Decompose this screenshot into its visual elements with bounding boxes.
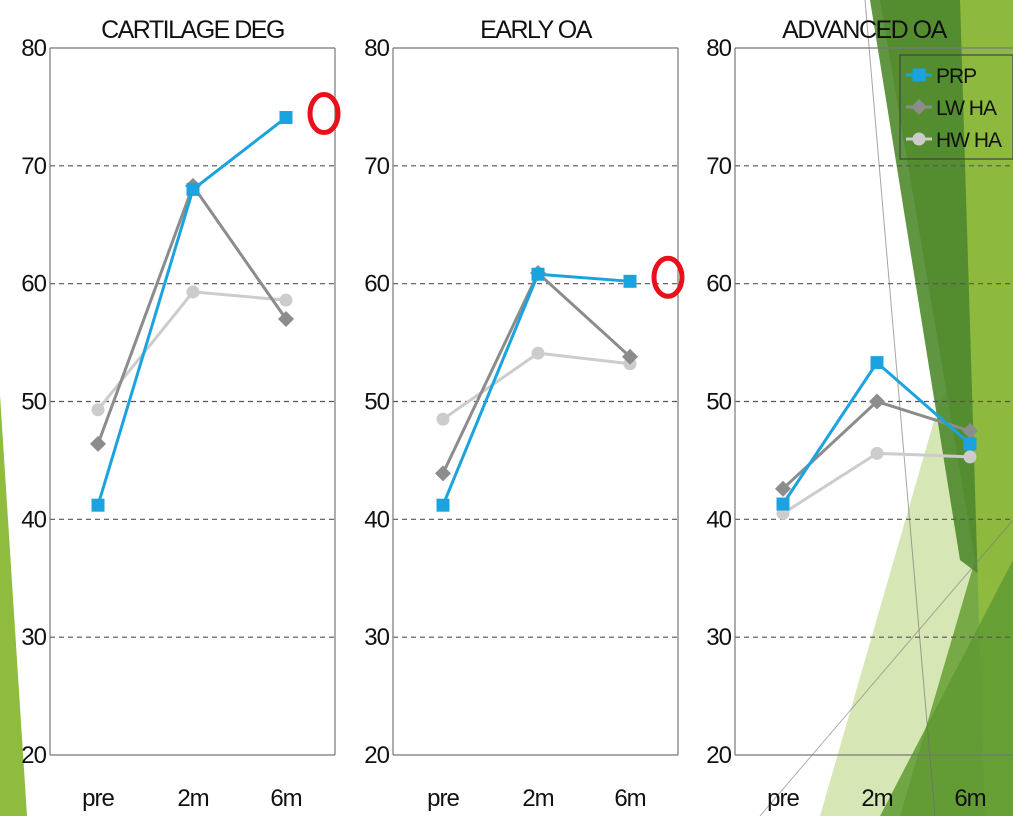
data-point: [435, 465, 451, 482]
data-point: [775, 480, 791, 497]
y-tick-label: 40: [706, 506, 731, 533]
y-tick-label: 30: [21, 624, 46, 651]
series-hw-ha: [436, 346, 637, 426]
legend-label: HW HA: [936, 129, 1002, 152]
panel-title: ADVANCED OA: [782, 16, 947, 44]
legend-marker: [911, 99, 927, 115]
highlight-circle: [651, 255, 685, 299]
data-point: [869, 393, 885, 410]
y-tick-label: 70: [706, 153, 731, 180]
y-tick-label: 40: [21, 506, 46, 533]
y-tick-label: 60: [364, 271, 389, 298]
data-point: [962, 422, 978, 439]
chart-panels: 20 30 40 50 60 70 80 pre 2m 6m CARTILAGE DEG 20 30 40…: [21, 16, 1013, 812]
series-hw-ha: [91, 285, 293, 417]
data-point: [279, 111, 293, 125]
highlight-circle: [307, 92, 341, 136]
y-tick-label: 80: [706, 35, 731, 62]
y-tick-label: 80: [364, 35, 389, 62]
legend-marker: [912, 132, 926, 146]
data-point: [776, 497, 790, 511]
panel-title: CARTILAGE DEG: [101, 16, 284, 44]
legend-entry-hw-ha: HW HA: [906, 129, 1003, 152]
y-tick-label: 50: [21, 389, 46, 416]
data-point: [531, 346, 545, 360]
data-point: [870, 446, 884, 460]
series-lw-ha: [775, 393, 978, 497]
data-point: [436, 498, 450, 512]
deco-thin-line: [759, 519, 1013, 816]
series-lw-ha: [90, 177, 294, 452]
series-hw-ha: [776, 446, 977, 520]
data-point: [531, 267, 545, 281]
legend-box: [899, 54, 1013, 160]
series-line: [441, 270, 632, 475]
data-point: [963, 437, 977, 451]
data-point: [436, 412, 450, 426]
series-line: [442, 351, 631, 421]
x-tick-label: pre: [427, 785, 459, 812]
data-point: [186, 285, 200, 299]
data-point: [279, 293, 293, 307]
x-tick-label: 6m: [614, 785, 645, 812]
series-line: [96, 182, 288, 445]
y-tick-label: 20: [21, 742, 46, 769]
x-tick-label: 2m: [861, 785, 892, 812]
y-tick-label: 70: [21, 153, 46, 180]
data-point: [963, 450, 977, 464]
data-point: [278, 311, 294, 328]
right-bottom-shape: [880, 560, 1013, 816]
series-prp: [91, 111, 293, 512]
panel-early-oa: 20 30 40 50 60 70 80 pre 2m 6m EARLY OA: [364, 16, 685, 812]
y-tick-label: 50: [706, 389, 731, 416]
data-point: [622, 348, 638, 365]
y-tick-label: 30: [364, 624, 389, 651]
x-tick-label: pre: [82, 785, 114, 812]
y-tick-label: 70: [364, 153, 389, 180]
legend-marker: [912, 68, 926, 82]
series-line: [441, 272, 631, 506]
x-tick-label: 2m: [177, 785, 208, 812]
y-tick-label: 50: [364, 389, 389, 416]
legend-entry-prp: PRP: [906, 65, 977, 88]
legend: PRP LW HA HW HA: [899, 54, 1013, 160]
x-tick-label: 2m: [522, 785, 553, 812]
series-prp: [776, 356, 977, 511]
y-tick-label: 20: [364, 742, 389, 769]
data-point: [91, 498, 105, 512]
panel-title: EARLY OA: [480, 16, 593, 44]
series-line: [96, 116, 287, 506]
legend-label: LW HA: [936, 97, 997, 120]
panel-advanced-oa: 20 30 40 50 60 70 80 pre 2m 6m ADVANCED OA: [706, 16, 1013, 812]
y-tick-label: 80: [21, 35, 46, 62]
y-tick-label: 20: [706, 742, 731, 769]
x-tick-label: 6m: [954, 785, 985, 812]
series-prp: [436, 267, 637, 512]
y-tick-label: 40: [364, 506, 389, 533]
x-tick-label: 6m: [270, 785, 301, 812]
data-point: [91, 403, 105, 417]
x-tick-label: pre: [767, 785, 799, 812]
data-point: [90, 435, 106, 452]
panel-cartilage-deg: 20 30 40 50 60 70 80 pre 2m 6m CARTILAGE DEG: [21, 16, 341, 812]
legend-label: PRP: [936, 65, 976, 88]
data-point: [870, 356, 884, 370]
series-line: [96, 290, 287, 411]
legend-entry-lw-ha: LW HA: [906, 97, 998, 120]
y-tick-label: 60: [706, 271, 731, 298]
left-accent-shape: [0, 395, 27, 816]
y-tick-label: 30: [706, 624, 731, 651]
data-point: [623, 274, 637, 288]
data-point: [186, 182, 200, 196]
y-tick-label: 60: [21, 271, 46, 298]
